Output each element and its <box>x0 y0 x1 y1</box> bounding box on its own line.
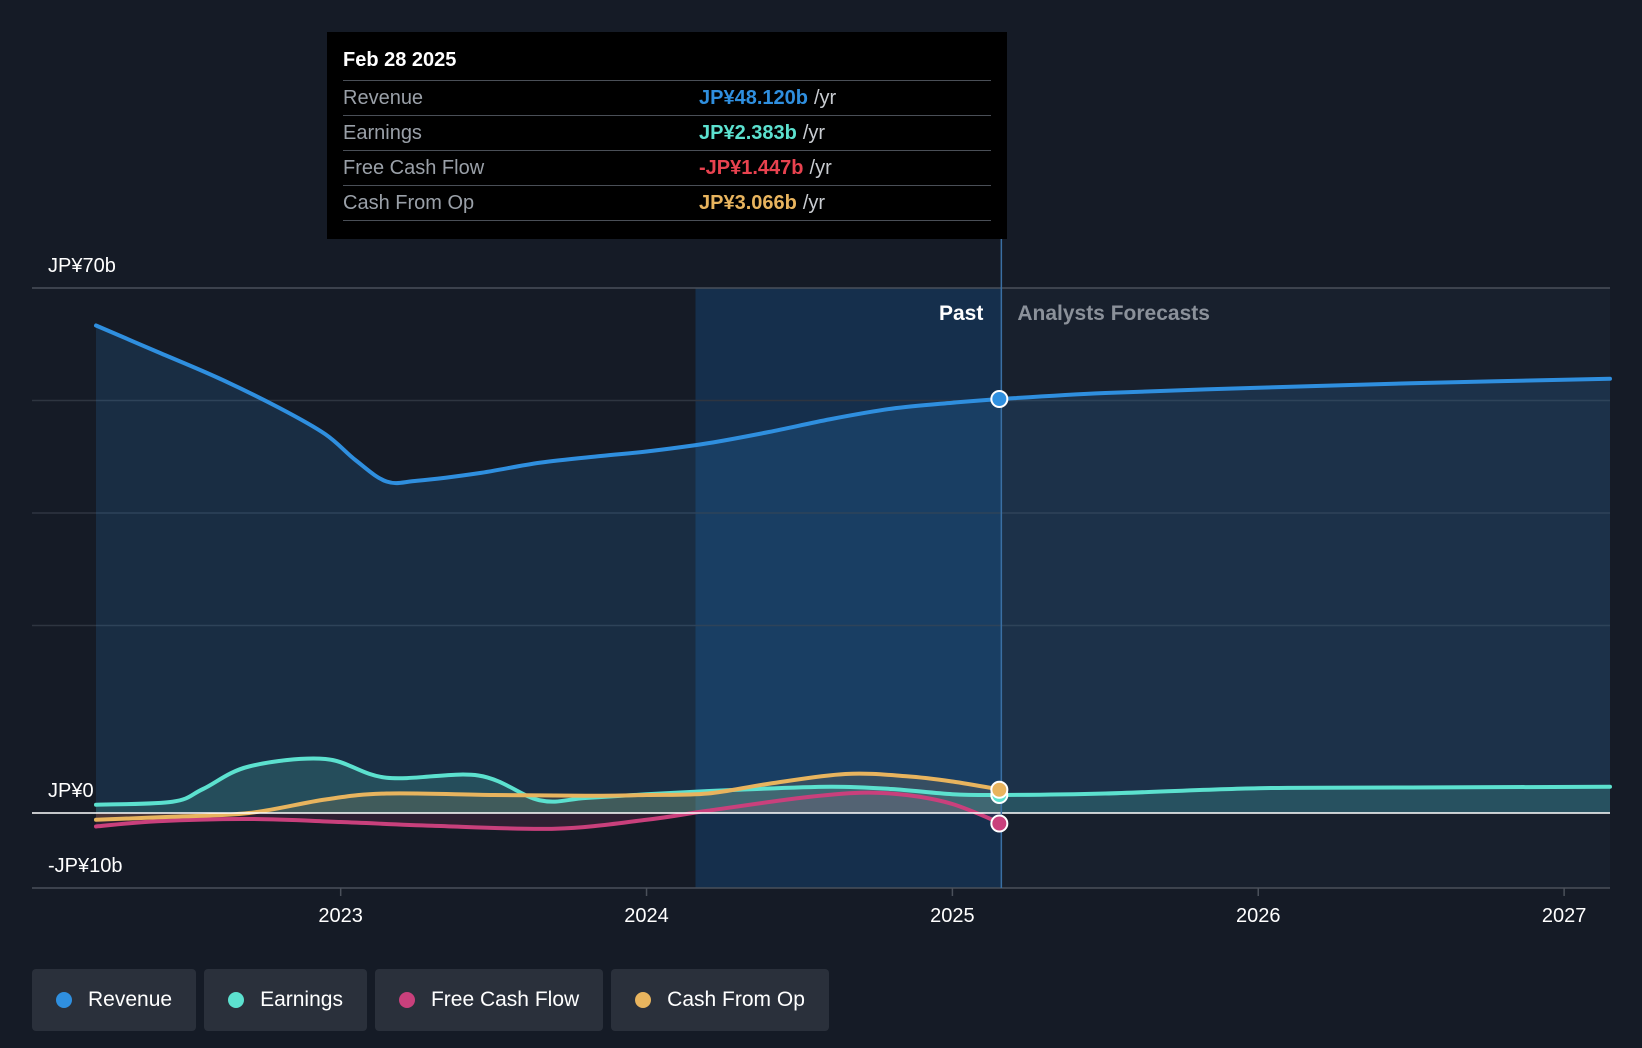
tooltip-row-free-cash-flow: Free Cash Flow -JP¥1.447b /yr <box>343 151 991 186</box>
tooltip-label: Cash From Op <box>343 192 475 214</box>
gridlines <box>32 287 1610 889</box>
tooltip-markers <box>990 390 1009 833</box>
tooltip-value: -JP¥1.447b <box>699 157 804 179</box>
past-label: Past <box>939 302 983 325</box>
tooltip-label: Revenue <box>343 87 424 109</box>
legend-item-free-cash-flow[interactable]: Free Cash Flow <box>374 969 604 1031</box>
line-revenue <box>94 323 1612 486</box>
legend-dot-icon <box>56 992 72 1008</box>
legend: Revenue Earnings Free Cash Flow Cash Fro… <box>32 969 829 1031</box>
tooltip-row-earnings: Earnings JP¥2.383b /yr <box>343 116 991 151</box>
tooltip-value: JP¥2.383b <box>699 122 797 144</box>
tooltip-label: Earnings <box>343 122 422 144</box>
area-earnings <box>96 758 1610 813</box>
y-tick-label-neg10: -JP¥10b <box>48 855 123 877</box>
line-free-cash-flow <box>94 790 1004 831</box>
y-tick-label-70: JP¥70b <box>48 255 116 277</box>
x-tick-label-2025: 2025 <box>930 905 975 927</box>
marker-free-cash-flow <box>990 814 1009 833</box>
legend-dot-icon <box>228 992 245 1008</box>
tooltip-row-cash-from-op: Cash From Op JP¥3.066b /yr <box>343 186 991 221</box>
legend-item-revenue[interactable]: Revenue <box>32 969 197 1031</box>
marker-cash-from-op <box>990 780 1009 799</box>
tooltip-unit: /yr <box>809 157 832 179</box>
x-tick-label-2024: 2024 <box>624 905 669 927</box>
tooltip-value: JP¥3.066b <box>699 192 797 214</box>
y-tick-label-0: JP¥0 <box>48 780 94 802</box>
x-tick-label-2027: 2027 <box>1542 905 1587 927</box>
tooltip-value: JP¥48.120b <box>699 87 808 109</box>
tooltip-unit: /yr <box>802 122 826 144</box>
marker-revenue <box>990 390 1009 408</box>
legend-dot-icon <box>398 992 415 1008</box>
legend-label: Revenue <box>88 988 173 1011</box>
forecast-label: Analysts Forecasts <box>1017 302 1210 325</box>
x-tick-label-2026: 2026 <box>1236 905 1281 927</box>
tooltip-row-revenue: Revenue JP¥48.120b /yr <box>343 81 991 116</box>
area-revenue <box>96 325 1610 813</box>
legend-label: Free Cash Flow <box>430 988 580 1011</box>
tooltip-unit: /yr <box>802 192 826 214</box>
x-axis-ticks: 2023 2024 2025 2026 2027 <box>318 888 1586 927</box>
tooltip-label: Free Cash Flow <box>343 157 485 179</box>
tooltip: Feb 28 2025 Revenue JP¥48.120b /yr Earni… <box>327 32 1007 239</box>
legend-item-earnings[interactable]: Earnings <box>204 969 367 1031</box>
x-tick-label-2023: 2023 <box>318 905 363 927</box>
tooltip-unit: /yr <box>813 87 837 109</box>
legend-label: Earnings <box>260 988 343 1011</box>
legend-label: Cash From Op <box>667 988 805 1011</box>
tooltip-date: Feb 28 2025 <box>343 46 991 81</box>
legend-item-cash-from-op[interactable]: Cash From Op <box>611 969 829 1031</box>
legend-dot-icon <box>635 992 652 1008</box>
